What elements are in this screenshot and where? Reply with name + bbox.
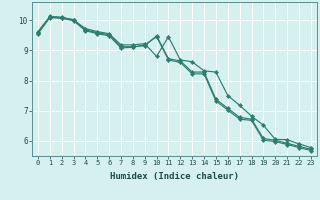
X-axis label: Humidex (Indice chaleur): Humidex (Indice chaleur)	[110, 172, 239, 181]
